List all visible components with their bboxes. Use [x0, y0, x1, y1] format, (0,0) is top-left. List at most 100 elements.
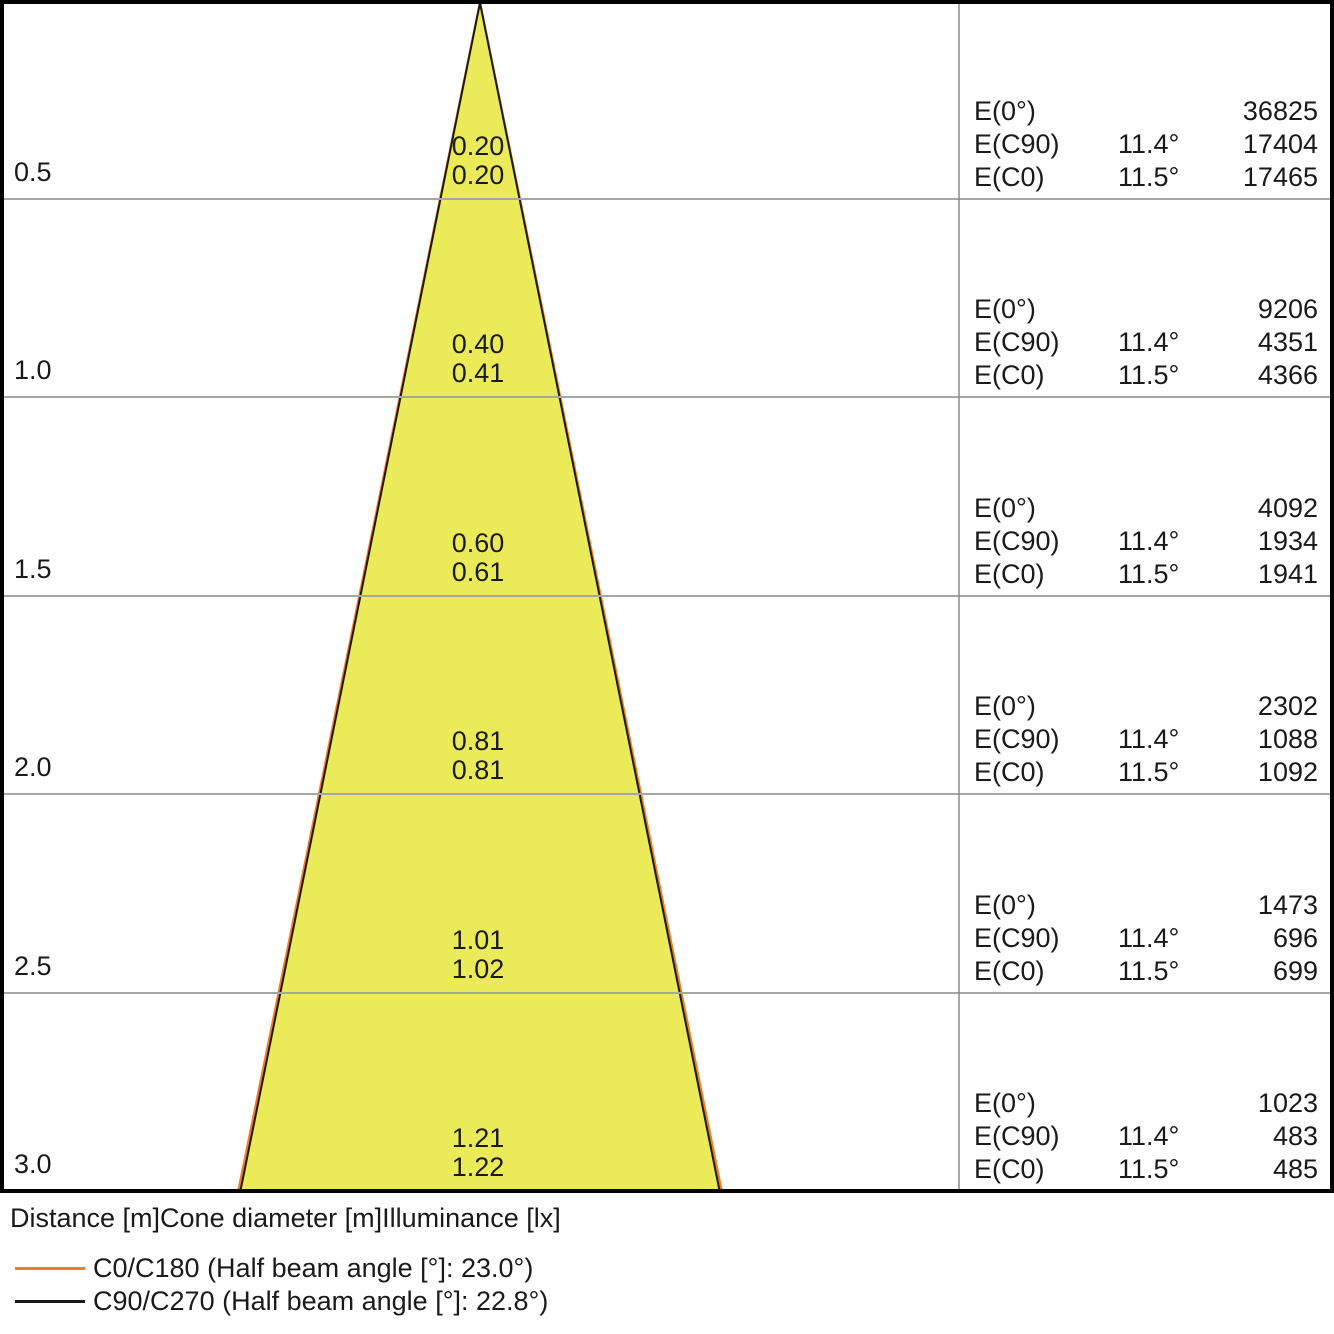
illuminance-ec90-row: E(C90) 11.4° 1934 — [974, 525, 1318, 558]
cone-diameter-values: 0.60 0.61 — [378, 529, 578, 586]
e0-angle — [1118, 690, 1228, 723]
e0-label: E(0°) — [974, 691, 1036, 721]
illuminance-e0-row: E(0°) 1473 — [974, 889, 1318, 922]
cone-diameter-values: 0.81 0.81 — [378, 727, 578, 784]
ec90-label: E(C90) — [974, 923, 1060, 953]
ec90-value: 17404 — [1242, 129, 1318, 159]
cone-chart-canvas — [0, 0, 1334, 1193]
legend-label-c90-c270: C90/C270 (Half beam angle [°]: 22.8°) — [93, 1286, 549, 1316]
ec0-value: 1941 — [1257, 559, 1318, 589]
illuminance-e0-row: E(0°) 36825 — [974, 95, 1318, 128]
illuminance-values: E(0°) 36825 E(C90) 11.4° 17404 E(C0) 11.… — [974, 95, 1318, 194]
ec0-label: E(C0) — [974, 559, 1045, 589]
illuminance-ec0-row: E(C0) 11.5° 699 — [974, 955, 1318, 988]
cone-diameter-unit-label: Cone diameter [m] — [160, 1203, 383, 1233]
ec0-label: E(C0) — [974, 757, 1045, 787]
ec0-angle: 11.5° — [1118, 757, 1180, 787]
ec90-value: 1934 — [1257, 526, 1318, 556]
distance-label: 2.5 — [14, 951, 52, 981]
distance-label: 0.5 — [14, 157, 52, 187]
ec0-value: 17465 — [1242, 162, 1318, 192]
cone-diameter-values: 0.40 0.41 — [378, 330, 578, 387]
illuminance-unit-label: Illuminance [lx] — [382, 1203, 561, 1233]
ec90-angle: 11.4° — [1118, 129, 1180, 159]
ec90-angle: 11.4° — [1118, 724, 1180, 754]
e0-angle — [1118, 1087, 1228, 1120]
illuminance-e0-row: E(0°) 2302 — [974, 690, 1318, 723]
e0-label: E(0°) — [974, 1088, 1036, 1118]
ec90-value: 4351 — [1257, 327, 1318, 357]
e0-value: 36825 — [1242, 96, 1318, 126]
c90-c270-line-swatch — [15, 1300, 85, 1303]
ec90-value: 696 — [1272, 923, 1318, 953]
illuminance-values: E(0°) 1473 E(C90) 11.4° 696 E(C0) 11.5° … — [974, 889, 1318, 988]
axis-units-caption: Distance [m]Cone diameter [m]Illuminance… — [10, 1203, 561, 1233]
ec90-label: E(C90) — [974, 1121, 1060, 1151]
c0-c180-line-swatch — [15, 1267, 85, 1270]
cone-diameter-values: 1.01 1.02 — [378, 926, 578, 983]
e0-angle — [1118, 492, 1228, 525]
e0-value: 9206 — [1257, 294, 1318, 324]
e0-label: E(0°) — [974, 890, 1036, 920]
illuminance-e0-row: E(0°) 9206 — [974, 293, 1318, 326]
ec90-angle: 11.4° — [1118, 923, 1180, 953]
e0-value: 2302 — [1257, 691, 1318, 721]
distance-unit-label: Distance [m] — [10, 1203, 161, 1233]
illuminance-ec90-row: E(C90) 11.4° 1088 — [974, 723, 1318, 756]
e0-value: 1473 — [1257, 890, 1318, 920]
illuminance-ec0-row: E(C0) 11.5° 1941 — [974, 558, 1318, 591]
distance-label: 2.0 — [14, 752, 52, 782]
cone-diameter-c0: 0.61 — [451, 556, 505, 587]
cone-diameter-c0: 1.22 — [451, 1151, 505, 1182]
ec0-value: 4366 — [1257, 360, 1318, 390]
cone-diameter-values: 1.21 1.22 — [378, 1124, 578, 1181]
distance-label: 1.5 — [14, 554, 52, 584]
ec90-value: 483 — [1272, 1121, 1318, 1151]
cone-diameter-c0: 0.81 — [451, 754, 505, 785]
e0-value: 4092 — [1257, 493, 1318, 523]
ec0-label: E(C0) — [974, 360, 1045, 390]
illuminance-values: E(0°) 2302 E(C90) 11.4° 1088 E(C0) 11.5°… — [974, 690, 1318, 789]
illuminance-ec0-row: E(C0) 11.5° 4366 — [974, 359, 1318, 392]
legend-item-c0-c180: C0/C180 (Half beam angle [°]: 23.0°) — [0, 1252, 1334, 1285]
ec0-label: E(C0) — [974, 1154, 1045, 1184]
ec0-value: 485 — [1272, 1154, 1318, 1184]
ec0-angle: 11.5° — [1118, 360, 1180, 390]
ec90-value: 1088 — [1257, 724, 1318, 754]
legend-item-c90-c270: C90/C270 (Half beam angle [°]: 22.8°) — [0, 1285, 1334, 1318]
illuminance-ec0-row: E(C0) 11.5° 1092 — [974, 756, 1318, 789]
ec0-label: E(C0) — [974, 956, 1045, 986]
illuminance-ec90-row: E(C90) 11.4° 17404 — [974, 128, 1318, 161]
distance-label: 3.0 — [14, 1149, 52, 1179]
cone-diameter-c90: 0.40 — [451, 329, 505, 359]
ec0-angle: 11.5° — [1118, 559, 1180, 589]
ec90-angle: 11.4° — [1118, 1121, 1180, 1151]
legend-label-c0-c180: C0/C180 (Half beam angle [°]: 23.0°) — [93, 1253, 534, 1283]
illuminance-ec0-row: E(C0) 11.5° 485 — [974, 1153, 1318, 1186]
distance-label: 1.0 — [14, 355, 52, 385]
ec0-value: 699 — [1272, 956, 1318, 986]
gridlines — [2, 198, 1332, 994]
e0-label: E(0°) — [974, 493, 1036, 523]
illuminance-ec90-row: E(C90) 11.4° 4351 — [974, 326, 1318, 359]
ec90-label: E(C90) — [974, 327, 1060, 357]
cone-diameter-c90: 0.60 — [451, 528, 505, 558]
e0-label: E(0°) — [974, 96, 1036, 126]
ec90-label: E(C90) — [974, 724, 1060, 754]
ec90-label: E(C90) — [974, 129, 1060, 159]
cone-diameter-c90: 0.20 — [451, 131, 505, 161]
illuminance-e0-row: E(0°) 1023 — [974, 1087, 1318, 1120]
cone-diameter-c90: 1.21 — [451, 1123, 505, 1153]
legend: C0/C180 (Half beam angle [°]: 23.0°) C90… — [0, 1252, 1334, 1318]
ec0-label: E(C0) — [974, 162, 1045, 192]
illuminance-ec90-row: E(C90) 11.4° 483 — [974, 1120, 1318, 1153]
illuminance-ec90-row: E(C90) 11.4° 696 — [974, 922, 1318, 955]
e0-angle — [1118, 95, 1228, 128]
cone-diameter-c90: 1.01 — [451, 925, 505, 955]
illuminance-e0-row: E(0°) 4092 — [974, 492, 1318, 525]
ec0-angle: 11.5° — [1118, 162, 1180, 192]
chart-border — [0, 0, 1334, 1193]
ec90-angle: 11.4° — [1118, 327, 1180, 357]
cone-diameter-c0: 0.41 — [451, 357, 505, 388]
